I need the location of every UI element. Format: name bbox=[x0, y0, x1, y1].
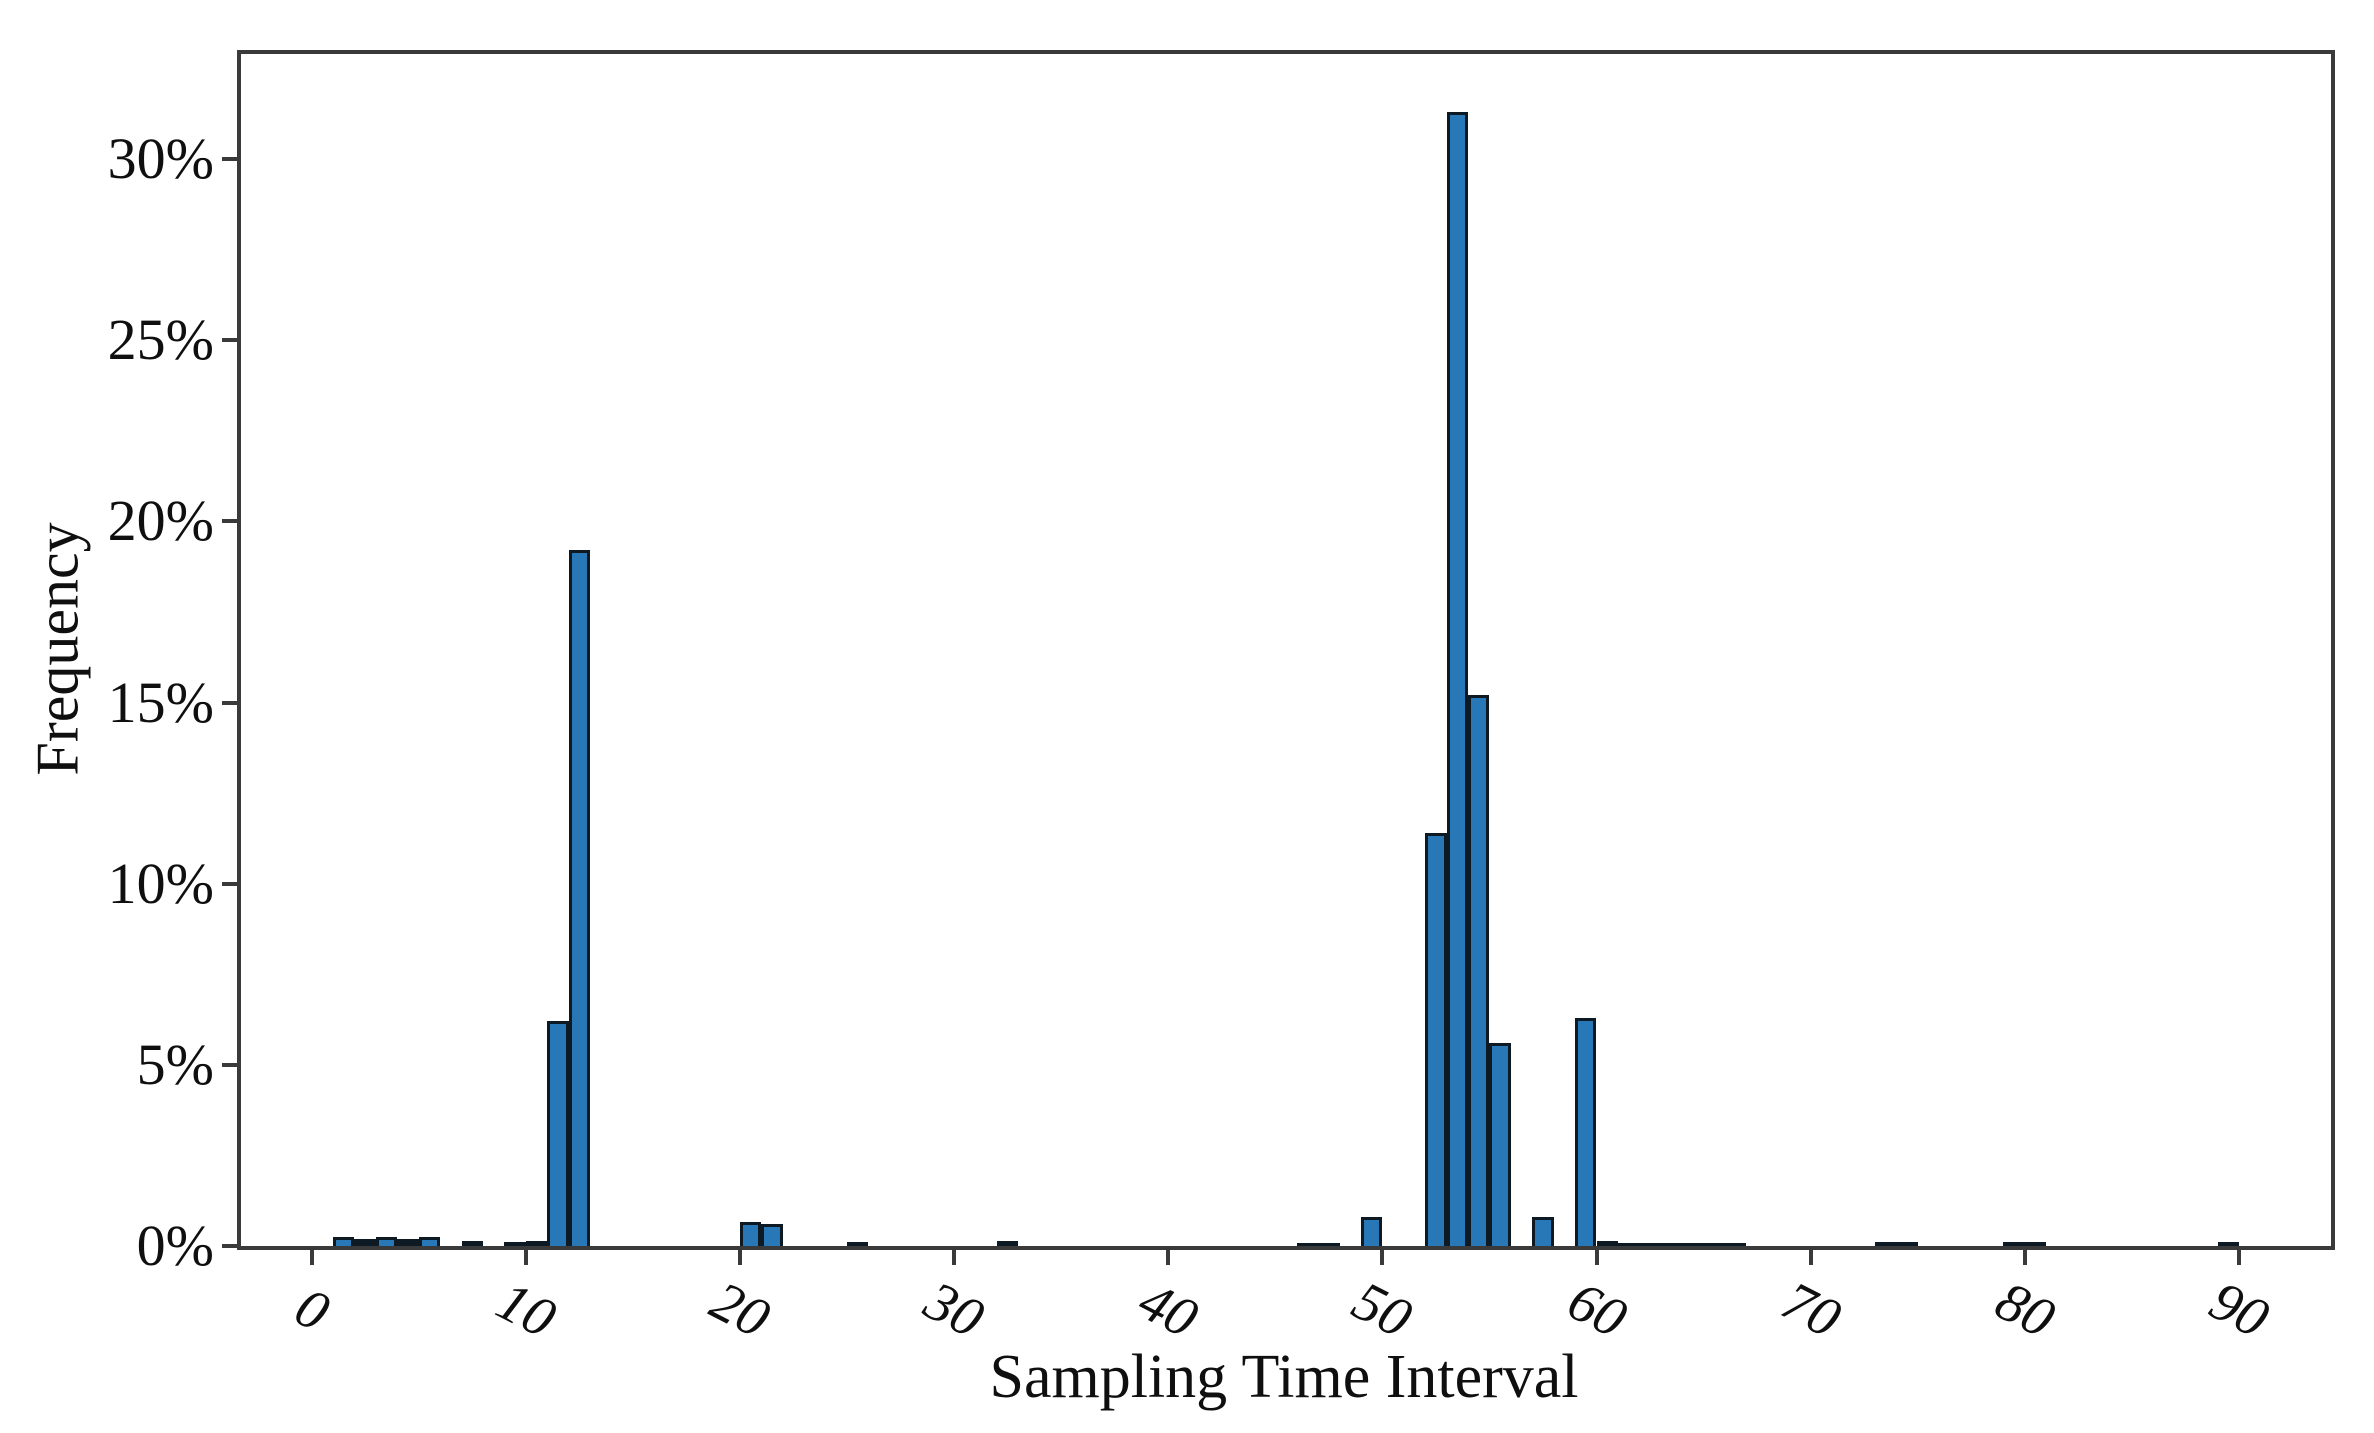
histogram-bar bbox=[525, 1240, 548, 1246]
histogram-bar bbox=[461, 1240, 483, 1246]
x-tick-label: 20 bbox=[700, 1269, 779, 1351]
x-tick-mark bbox=[952, 1250, 957, 1265]
x-tick-label: 60 bbox=[1557, 1269, 1636, 1351]
histogram-bar bbox=[1703, 1243, 1725, 1246]
x-tick-label: 10 bbox=[486, 1269, 565, 1351]
histogram-bar bbox=[354, 1239, 376, 1246]
y-tick-mark bbox=[222, 338, 237, 343]
x-tick-label: 70 bbox=[1771, 1269, 1850, 1351]
histogram-bar bbox=[333, 1236, 355, 1246]
histogram-bar bbox=[996, 1241, 1019, 1246]
x-tick-label: 80 bbox=[1985, 1269, 2064, 1351]
y-tick-label: 30% bbox=[107, 126, 214, 192]
histogram-bar bbox=[1724, 1243, 1747, 1246]
y-axis-label: Frequency bbox=[24, 522, 91, 776]
histogram-bar bbox=[1532, 1217, 1554, 1246]
histogram-bar bbox=[1639, 1243, 1661, 1246]
histogram-bar bbox=[1489, 1043, 1511, 1246]
histogram-bar bbox=[547, 1021, 569, 1246]
x-axis-label: Sampling Time Interval bbox=[989, 1343, 1579, 1411]
histogram-bar bbox=[1896, 1242, 1918, 1246]
histogram-bar bbox=[504, 1242, 526, 1246]
y-tick-mark bbox=[222, 1244, 237, 1248]
y-tick-mark bbox=[222, 519, 237, 524]
x-tick-mark bbox=[1380, 1250, 1385, 1265]
y-tick-label: 20% bbox=[107, 488, 214, 554]
x-tick-label: 0 bbox=[285, 1276, 339, 1344]
x-tick-mark bbox=[1594, 1250, 1599, 1265]
y-tick-mark bbox=[222, 700, 237, 705]
y-tick-label: 10% bbox=[107, 850, 214, 916]
y-tick-label: 15% bbox=[107, 669, 214, 735]
histogram-bar bbox=[2024, 1242, 2047, 1246]
x-tick-label: 50 bbox=[1343, 1269, 1422, 1351]
histogram-bar bbox=[2003, 1242, 2025, 1246]
histogram-bar bbox=[2217, 1242, 2239, 1246]
x-tick-mark bbox=[1166, 1250, 1171, 1265]
histogram-bar bbox=[1682, 1243, 1704, 1246]
histogram-bar bbox=[1425, 832, 1447, 1246]
histogram-bar bbox=[1575, 1017, 1597, 1246]
y-tick-label: 25% bbox=[107, 307, 214, 373]
histogram-bar bbox=[397, 1239, 419, 1246]
y-tick-label: 5% bbox=[136, 1031, 214, 1097]
x-tick-mark bbox=[523, 1250, 528, 1265]
histogram-bar bbox=[847, 1241, 869, 1246]
histogram-bar bbox=[1446, 111, 1468, 1246]
histogram-bar bbox=[1468, 695, 1490, 1246]
histogram-bar bbox=[375, 1236, 398, 1246]
y-tick-mark bbox=[222, 157, 237, 162]
plot-area bbox=[237, 50, 2335, 1250]
histogram-bar bbox=[1660, 1243, 1683, 1246]
x-tick-mark bbox=[737, 1250, 742, 1265]
histogram-bar bbox=[1596, 1240, 1618, 1246]
histogram-bar bbox=[739, 1222, 762, 1246]
y-tick-mark bbox=[222, 881, 237, 886]
y-tick-label: 0% bbox=[136, 1213, 214, 1278]
histogram-bar bbox=[568, 550, 591, 1246]
y-tick-mark bbox=[222, 1062, 237, 1067]
histogram-bar bbox=[1296, 1243, 1319, 1246]
x-tick-label: 90 bbox=[2199, 1269, 2278, 1351]
x-tick-mark bbox=[2022, 1250, 2027, 1265]
histogram-bar bbox=[418, 1236, 441, 1246]
x-tick-label: 40 bbox=[1129, 1269, 1208, 1351]
histogram-bar bbox=[1318, 1243, 1340, 1246]
x-tick-mark bbox=[309, 1250, 314, 1265]
histogram-bar bbox=[761, 1224, 783, 1246]
x-tick-mark bbox=[2236, 1250, 2241, 1265]
histogram-bar bbox=[1360, 1217, 1383, 1246]
histogram-bar bbox=[1617, 1243, 1640, 1246]
x-tick-label: 30 bbox=[915, 1269, 994, 1351]
x-tick-mark bbox=[1808, 1250, 1813, 1265]
histogram-bar bbox=[1874, 1242, 1897, 1246]
